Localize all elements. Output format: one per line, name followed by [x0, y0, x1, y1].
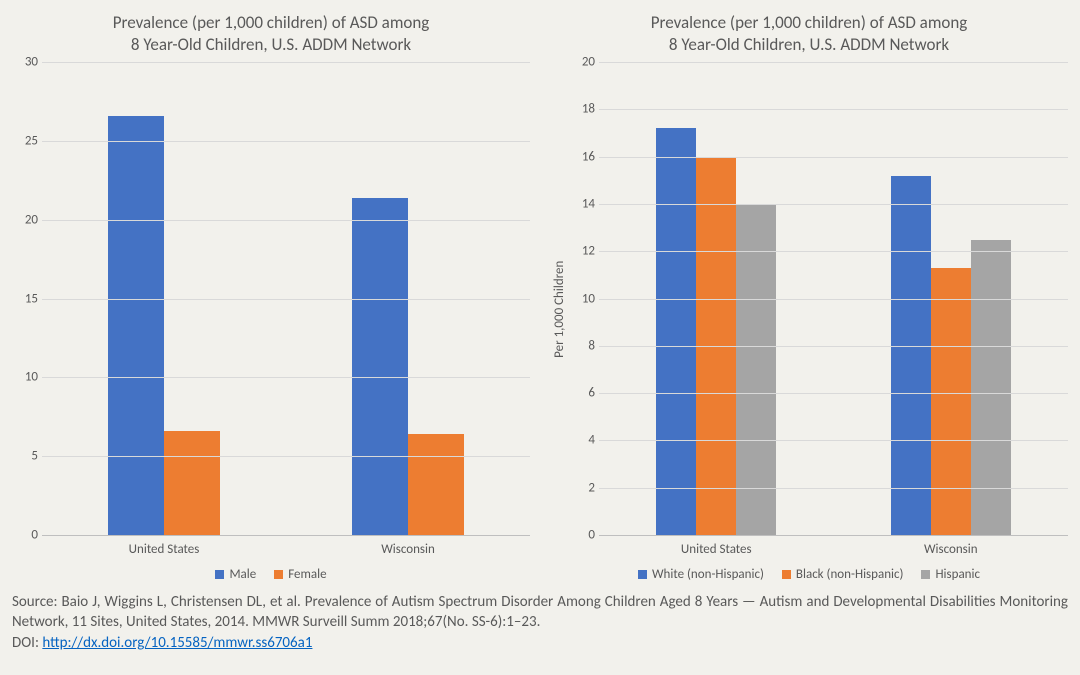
y-tick-label: 14 [571, 197, 595, 212]
legend-item: Female [274, 567, 326, 582]
y-tick-label: 16 [571, 149, 595, 164]
chart-right-plot-area: 02468101214161820 United StatesWisconsin [595, 62, 1068, 557]
legend-swatch [215, 570, 224, 579]
y-tick-label: 6 [571, 386, 595, 401]
gridline [599, 157, 1068, 158]
chart-right-x-labels: United StatesWisconsin [599, 536, 1068, 557]
y-tick-label: 20 [571, 55, 595, 70]
chart-right-title: Prevalence (per 1,000 children) of ASD a… [550, 12, 1068, 56]
chart-right-title-line1: Prevalence (per 1,000 children) of ASD a… [651, 12, 968, 33]
bar [891, 176, 931, 535]
x-tick-label: United States [599, 536, 834, 557]
gridline [599, 251, 1068, 252]
chart-right: Prevalence (per 1,000 children) of ASD a… [550, 12, 1068, 582]
x-tick-label: Wisconsin [834, 536, 1069, 557]
legend-label: Black (non-Hispanic) [796, 567, 904, 582]
gridline [42, 141, 530, 142]
gridline [599, 488, 1068, 489]
chart-right-plot-wrap: Per 1,000 Children 02468101214161820 Uni… [550, 62, 1068, 557]
gridline [599, 204, 1068, 205]
gridline [42, 456, 530, 457]
gridline [42, 299, 530, 300]
gridline [599, 393, 1068, 394]
legend-item: Male [215, 567, 256, 582]
doi-prefix: DOI: [12, 634, 42, 652]
bar [164, 431, 220, 535]
chart-right-grid: 02468101214161820 [599, 62, 1068, 536]
legend-label: Hispanic [935, 567, 980, 582]
chart-left-plot-wrap: 051015202530 United StatesWisconsin [12, 62, 530, 557]
legend-item: Black (non-Hispanic) [782, 567, 904, 582]
chart-right-y-axis-label: Per 1,000 Children [550, 62, 569, 557]
legend-swatch [274, 570, 283, 579]
bar [931, 268, 971, 535]
source-text: Source: Baio J, Wiggins L, Christensen D… [12, 593, 1068, 631]
legend-swatch [638, 570, 647, 579]
y-tick-label: 0 [571, 528, 595, 543]
bar [736, 204, 776, 535]
chart-left-plot-area: 051015202530 United StatesWisconsin [38, 62, 530, 557]
x-tick-label: United States [42, 536, 286, 557]
legend-item: White (non-Hispanic) [638, 567, 764, 582]
y-tick-label: 4 [571, 433, 595, 448]
bar [408, 434, 464, 535]
legend-label: White (non-Hispanic) [652, 567, 764, 582]
source-citation: Source: Baio J, Wiggins L, Christensen D… [12, 582, 1068, 653]
chart-right-title-line2: 8 Year-Old Children, U.S. ADDM Network [669, 34, 949, 55]
y-tick-label: 18 [571, 102, 595, 117]
y-tick-label: 25 [14, 133, 38, 148]
chart-left: Prevalence (per 1,000 children) of ASD a… [12, 12, 530, 582]
y-tick-label: 5 [14, 449, 38, 464]
legend-label: Male [229, 567, 256, 582]
chart-right-legend: White (non-Hispanic) Black (non-Hispanic)… [550, 557, 1068, 582]
chart-left-title: Prevalence (per 1,000 children) of ASD a… [12, 12, 530, 56]
charts-row: Prevalence (per 1,000 children) of ASD a… [12, 12, 1068, 582]
x-tick-label: Wisconsin [286, 536, 530, 557]
gridline [42, 377, 530, 378]
gridline [599, 346, 1068, 347]
gridline [599, 299, 1068, 300]
y-tick-label: 10 [14, 370, 38, 385]
y-tick-label: 2 [571, 480, 595, 495]
legend-item: Hispanic [921, 567, 980, 582]
y-tick-label: 15 [14, 291, 38, 306]
chart-left-grid: 051015202530 [42, 62, 530, 536]
y-tick-label: 10 [571, 291, 595, 306]
y-tick-label: 12 [571, 244, 595, 259]
bar [656, 128, 696, 535]
gridline [599, 109, 1068, 110]
doi-link[interactable]: http://dx.doi.org/10.15585/mmwr.ss6706a1 [42, 634, 312, 652]
y-tick-label: 0 [14, 528, 38, 543]
bar [352, 198, 408, 535]
y-tick-label: 20 [14, 212, 38, 227]
gridline [599, 440, 1068, 441]
gridline [42, 220, 530, 221]
chart-left-title-line2: 8 Year-Old Children, U.S. ADDM Network [131, 34, 411, 55]
chart-left-legend: Male Female [12, 557, 530, 582]
chart-left-x-labels: United StatesWisconsin [42, 536, 530, 557]
y-tick-label: 30 [14, 55, 38, 70]
bar [971, 240, 1011, 536]
y-tick-label: 8 [571, 338, 595, 353]
legend-label: Female [288, 567, 326, 582]
gridline [599, 62, 1068, 63]
legend-swatch [782, 570, 791, 579]
chart-left-title-line1: Prevalence (per 1,000 children) of ASD a… [113, 12, 430, 33]
legend-swatch [921, 570, 930, 579]
bar [108, 116, 164, 535]
gridline [42, 62, 530, 63]
